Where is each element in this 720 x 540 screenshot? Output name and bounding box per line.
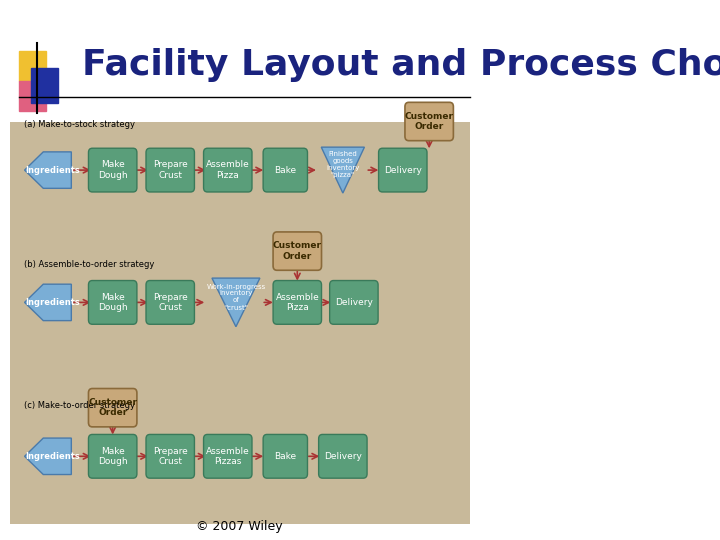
- Text: Prepare
Crust: Prepare Crust: [153, 293, 188, 312]
- Text: Customer
Order: Customer Order: [405, 112, 454, 131]
- Text: Delivery: Delivery: [324, 452, 361, 461]
- Text: Bake: Bake: [274, 166, 297, 174]
- Text: Ingredients: Ingredients: [25, 166, 80, 174]
- Text: Delivery: Delivery: [384, 166, 422, 174]
- Text: Bake: Bake: [274, 452, 297, 461]
- Polygon shape: [24, 438, 71, 475]
- FancyBboxPatch shape: [146, 281, 194, 324]
- Text: Assemble
Pizza: Assemble Pizza: [206, 160, 250, 180]
- FancyBboxPatch shape: [263, 148, 307, 192]
- FancyBboxPatch shape: [273, 232, 322, 270]
- Bar: [19, 81, 45, 111]
- Text: Customer
Order: Customer Order: [273, 241, 322, 261]
- Text: © 2007 Wiley: © 2007 Wiley: [197, 520, 283, 533]
- Text: Delivery: Delivery: [335, 298, 373, 307]
- Polygon shape: [212, 278, 260, 327]
- Text: (c) Make-to-order strategy: (c) Make-to-order strategy: [24, 401, 135, 410]
- FancyBboxPatch shape: [146, 148, 194, 192]
- Text: (b) Assemble-to-order strategy: (b) Assemble-to-order strategy: [24, 260, 154, 269]
- Text: Ingredients: Ingredients: [25, 298, 80, 307]
- Bar: [19, 51, 45, 81]
- FancyBboxPatch shape: [379, 148, 427, 192]
- FancyBboxPatch shape: [146, 434, 194, 478]
- FancyBboxPatch shape: [89, 389, 137, 427]
- Text: Make
Dough: Make Dough: [98, 293, 127, 312]
- FancyBboxPatch shape: [263, 434, 307, 478]
- FancyBboxPatch shape: [9, 122, 470, 524]
- Text: Make
Dough: Make Dough: [98, 447, 127, 466]
- FancyBboxPatch shape: [89, 434, 137, 478]
- Text: Facility Layout and Process Choice: Facility Layout and Process Choice: [81, 48, 720, 82]
- FancyBboxPatch shape: [204, 148, 252, 192]
- Text: Prepare
Crust: Prepare Crust: [153, 447, 188, 466]
- FancyBboxPatch shape: [89, 148, 137, 192]
- Polygon shape: [321, 147, 364, 193]
- FancyBboxPatch shape: [204, 434, 252, 478]
- Text: (a) Make-to-stock strategy: (a) Make-to-stock strategy: [24, 120, 135, 129]
- Bar: [31, 68, 58, 103]
- FancyBboxPatch shape: [273, 281, 322, 324]
- FancyBboxPatch shape: [330, 281, 378, 324]
- FancyBboxPatch shape: [89, 281, 137, 324]
- Polygon shape: [24, 152, 71, 188]
- FancyBboxPatch shape: [319, 434, 367, 478]
- Text: Assemble
Pizzas: Assemble Pizzas: [206, 447, 250, 466]
- Text: Finished
goods
inventory
"pizza": Finished goods inventory "pizza": [326, 151, 359, 178]
- FancyBboxPatch shape: [405, 102, 454, 140]
- Text: Make
Dough: Make Dough: [98, 160, 127, 180]
- Text: Ingredients: Ingredients: [25, 452, 80, 461]
- Text: Prepare
Crust: Prepare Crust: [153, 160, 188, 180]
- Text: Work-in-progress
inventory
of
"crust": Work-in-progress inventory of "crust": [207, 284, 266, 310]
- Polygon shape: [24, 284, 71, 321]
- Text: Customer
Order: Customer Order: [88, 398, 138, 417]
- Text: Assemble
Pizza: Assemble Pizza: [276, 293, 319, 312]
